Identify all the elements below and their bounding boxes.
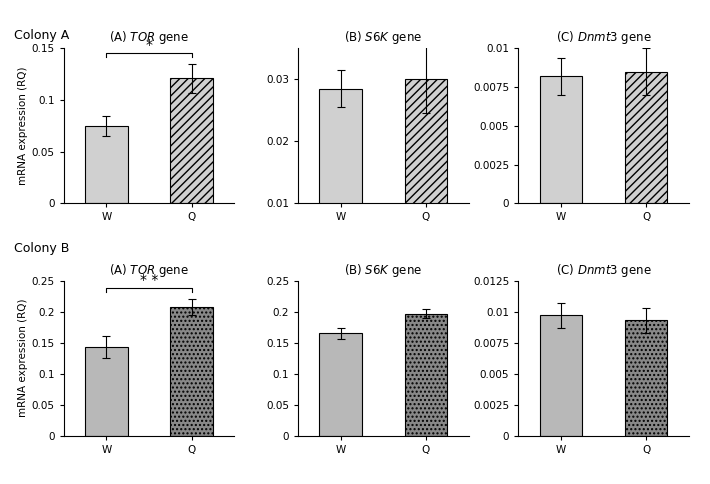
Title: (B) $\mathit{S6K}$ gene: (B) $\mathit{S6K}$ gene bbox=[344, 30, 422, 46]
Bar bbox=[85, 347, 128, 436]
Bar bbox=[405, 79, 447, 265]
Text: Colony B: Colony B bbox=[14, 242, 70, 255]
Title: (A) $\mathit{TOR}$ gene: (A) $\mathit{TOR}$ gene bbox=[109, 262, 189, 279]
Bar bbox=[320, 333, 362, 436]
Title: (A) $\mathit{TOR}$ gene: (A) $\mathit{TOR}$ gene bbox=[109, 30, 189, 46]
Text: Colony A: Colony A bbox=[14, 29, 70, 42]
Title: (B) $\mathit{S6K}$ gene: (B) $\mathit{S6K}$ gene bbox=[344, 262, 422, 279]
Bar bbox=[625, 320, 667, 436]
Text: * *: * * bbox=[140, 273, 158, 287]
Title: (C) $\mathit{Dnmt3}$ gene: (C) $\mathit{Dnmt3}$ gene bbox=[556, 262, 651, 279]
Bar bbox=[625, 72, 667, 203]
Y-axis label: mRNA expression (RQ): mRNA expression (RQ) bbox=[18, 299, 28, 417]
Y-axis label: mRNA expression (RQ): mRNA expression (RQ) bbox=[18, 67, 28, 185]
Bar bbox=[540, 76, 582, 203]
Bar bbox=[320, 89, 362, 265]
Text: *: * bbox=[146, 38, 153, 52]
Bar bbox=[405, 314, 447, 436]
Bar bbox=[540, 316, 582, 436]
Bar bbox=[170, 78, 213, 203]
Bar bbox=[170, 307, 213, 436]
Title: (C) $\mathit{Dnmt3}$ gene: (C) $\mathit{Dnmt3}$ gene bbox=[556, 30, 651, 46]
Bar bbox=[85, 126, 128, 203]
